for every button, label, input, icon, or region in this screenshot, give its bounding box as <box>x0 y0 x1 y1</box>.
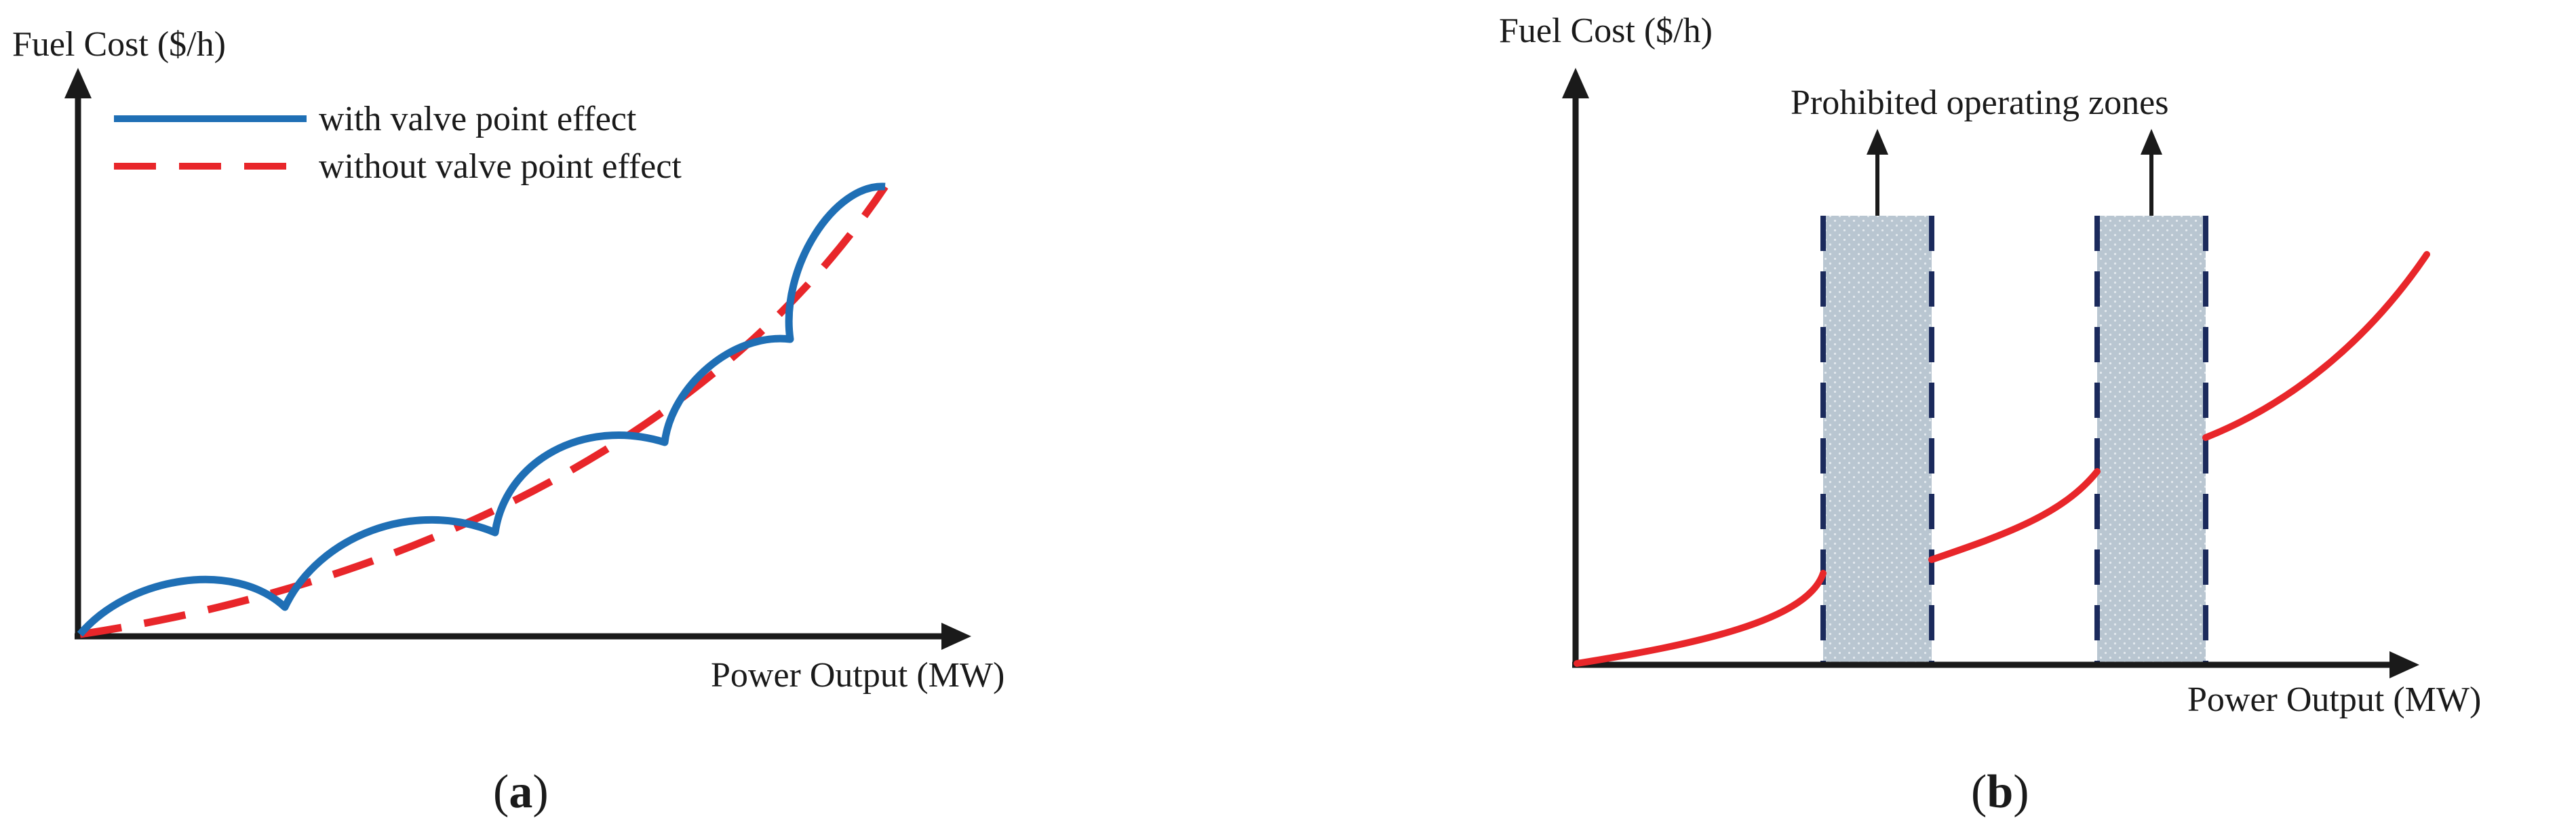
panel-a-y-axis-arrowhead <box>64 68 92 98</box>
legend-label-with-valve: with valve point effect <box>319 100 637 138</box>
panel-b-x-axis-label: Power Output (MW) <box>2187 680 2481 719</box>
zone-2-arrowhead <box>2141 129 2162 155</box>
cost-curve-segment-2 <box>1928 468 2101 563</box>
panel-a: Fuel Cost ($/h) Power Output (MW) with v… <box>12 25 1004 818</box>
curve-with-valve-point <box>77 182 886 637</box>
prohibited-zone-2 <box>2097 216 2206 663</box>
legend-label-without-valve: without valve point effect <box>319 147 682 186</box>
prohibited-zones-label: Prohibited operating zones <box>1791 83 2168 122</box>
panel-a-x-axis-label: Power Output (MW) <box>711 656 1004 695</box>
cost-curve-segment-1 <box>1574 570 1827 667</box>
panel-b-y-axis-label: Fuel Cost ($/h) <box>1499 12 1713 50</box>
panel-a-x-axis-arrowhead <box>941 623 971 650</box>
panel-b: Prohibited operating zones Fuel Cost ($/… <box>1499 12 2481 818</box>
zone-1-arrowhead <box>1867 129 1888 155</box>
prohibited-zone-1 <box>1823 216 1932 663</box>
panel-b-label: (b) <box>1971 766 2029 818</box>
panel-a-label: (a) <box>493 766 549 818</box>
panel-b-y-axis-arrowhead <box>1562 68 1589 98</box>
panel-b-x-axis-arrowhead <box>2389 651 2419 678</box>
cost-curve-segment-3 <box>2202 251 2430 441</box>
panel-a-y-axis-label: Fuel Cost ($/h) <box>12 25 226 64</box>
curve-without-valve-point <box>79 184 889 638</box>
